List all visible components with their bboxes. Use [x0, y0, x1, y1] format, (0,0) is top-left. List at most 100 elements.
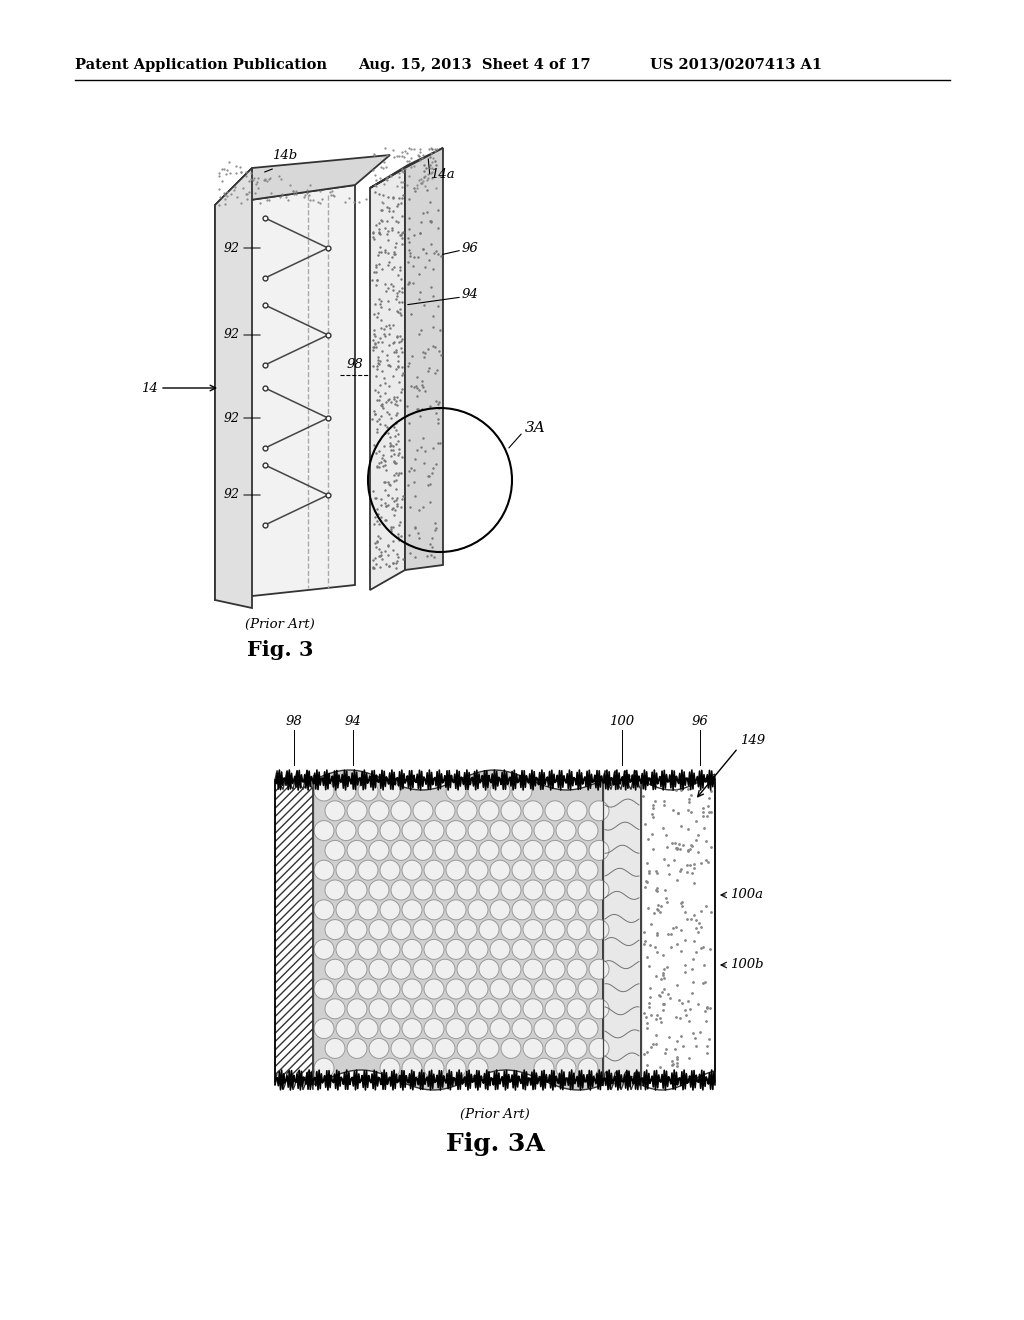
Circle shape: [567, 920, 587, 940]
Circle shape: [501, 801, 521, 821]
Circle shape: [325, 920, 345, 940]
Circle shape: [534, 861, 554, 880]
Circle shape: [468, 940, 488, 960]
Text: (Prior Art): (Prior Art): [245, 618, 314, 631]
Circle shape: [523, 1039, 543, 1059]
Circle shape: [435, 920, 455, 940]
Circle shape: [413, 920, 433, 940]
Circle shape: [380, 781, 400, 801]
Text: 100b: 100b: [730, 958, 764, 972]
Circle shape: [567, 999, 587, 1019]
Circle shape: [457, 801, 477, 821]
Circle shape: [479, 801, 499, 821]
Circle shape: [578, 861, 598, 880]
Circle shape: [369, 960, 389, 979]
Circle shape: [336, 940, 356, 960]
Circle shape: [479, 880, 499, 900]
Text: 14b: 14b: [272, 149, 297, 162]
Circle shape: [380, 900, 400, 920]
Circle shape: [545, 1039, 565, 1059]
Circle shape: [457, 1039, 477, 1059]
Circle shape: [413, 1039, 433, 1059]
Circle shape: [347, 801, 367, 821]
Polygon shape: [641, 774, 715, 1090]
Circle shape: [512, 821, 532, 841]
Circle shape: [347, 999, 367, 1019]
Circle shape: [501, 841, 521, 861]
Circle shape: [479, 999, 499, 1019]
Circle shape: [402, 940, 422, 960]
Circle shape: [380, 1019, 400, 1039]
Polygon shape: [275, 771, 313, 1090]
Circle shape: [369, 920, 389, 940]
Circle shape: [347, 841, 367, 861]
Circle shape: [391, 960, 411, 979]
Circle shape: [534, 1019, 554, 1039]
Circle shape: [512, 861, 532, 880]
Circle shape: [556, 940, 575, 960]
Circle shape: [556, 1019, 575, 1039]
Circle shape: [512, 1019, 532, 1039]
Circle shape: [446, 821, 466, 841]
Circle shape: [523, 841, 543, 861]
Circle shape: [490, 861, 510, 880]
Circle shape: [402, 979, 422, 999]
Circle shape: [325, 1039, 345, 1059]
Circle shape: [534, 940, 554, 960]
Circle shape: [490, 900, 510, 920]
Circle shape: [567, 801, 587, 821]
Text: 100: 100: [609, 715, 635, 729]
Circle shape: [380, 821, 400, 841]
Circle shape: [347, 1039, 367, 1059]
Circle shape: [413, 841, 433, 861]
Circle shape: [534, 1059, 554, 1078]
Circle shape: [534, 821, 554, 841]
Circle shape: [567, 960, 587, 979]
Circle shape: [567, 880, 587, 900]
Circle shape: [435, 960, 455, 979]
Circle shape: [391, 1039, 411, 1059]
Circle shape: [336, 900, 356, 920]
Circle shape: [435, 999, 455, 1019]
Circle shape: [314, 900, 334, 920]
Circle shape: [391, 920, 411, 940]
Circle shape: [446, 781, 466, 801]
Circle shape: [512, 940, 532, 960]
Circle shape: [347, 960, 367, 979]
Text: 100a: 100a: [730, 888, 763, 902]
Circle shape: [589, 880, 609, 900]
Circle shape: [435, 841, 455, 861]
Circle shape: [479, 960, 499, 979]
Circle shape: [358, 781, 378, 801]
Circle shape: [424, 861, 444, 880]
Circle shape: [457, 841, 477, 861]
Text: (Prior Art): (Prior Art): [460, 1107, 529, 1121]
Circle shape: [369, 999, 389, 1019]
Text: 96: 96: [462, 242, 479, 255]
Circle shape: [578, 821, 598, 841]
Circle shape: [391, 999, 411, 1019]
Circle shape: [380, 861, 400, 880]
Circle shape: [501, 920, 521, 940]
Circle shape: [490, 979, 510, 999]
Circle shape: [435, 880, 455, 900]
Circle shape: [402, 821, 422, 841]
Circle shape: [468, 821, 488, 841]
Circle shape: [556, 979, 575, 999]
Circle shape: [325, 841, 345, 861]
Circle shape: [314, 940, 334, 960]
Circle shape: [523, 801, 543, 821]
Polygon shape: [603, 771, 641, 1090]
Text: 3A: 3A: [525, 421, 546, 436]
Circle shape: [325, 999, 345, 1019]
Circle shape: [468, 861, 488, 880]
Circle shape: [490, 1019, 510, 1039]
Circle shape: [325, 801, 345, 821]
Circle shape: [479, 1039, 499, 1059]
Circle shape: [314, 1019, 334, 1039]
Circle shape: [391, 841, 411, 861]
Circle shape: [424, 1019, 444, 1039]
Circle shape: [545, 999, 565, 1019]
Circle shape: [534, 900, 554, 920]
Text: 92: 92: [224, 242, 240, 255]
